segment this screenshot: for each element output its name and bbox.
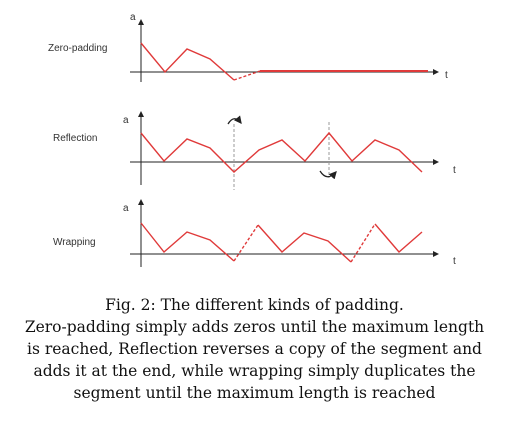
zero-padding-panel: Zero-padding a t [48, 12, 448, 82]
caption-line-5: segment until the maximum length is reac… [73, 384, 436, 402]
wrapping-y-label: a [123, 203, 129, 214]
wrapping-jump-1 [233, 224, 259, 262]
wrapping-label: Wrapping [53, 237, 96, 248]
reflection-signal [140, 131, 423, 173]
reflection-y-label: a [123, 115, 129, 126]
caption-line-2: Zero-padding simply adds zeros until the… [24, 318, 485, 336]
caption-line-1: Fig. 2: The different kinds of padding. [105, 296, 404, 314]
wrapping-x-label: t [453, 256, 456, 267]
reflection-label: Reflection [53, 133, 97, 144]
caption-line-4: adds it at the end, while wrapping simpl… [33, 362, 476, 380]
zero-padding-transition [233, 70, 261, 81]
zero-padding-signal [140, 42, 235, 81]
reflection-flip-icon-bottom [319, 170, 337, 180]
wrapping-signal-1 [140, 222, 235, 262]
zero-padding-x-label: t [445, 70, 448, 81]
wrapping-jump-2 [350, 223, 376, 263]
caption-line-3: is reached, Reflection reverses a copy o… [27, 340, 482, 358]
reflection-x-label: t [453, 165, 456, 176]
reflection-panel: Reflection a t [53, 111, 456, 190]
reflection-flip-icon-top [227, 115, 242, 125]
zero-padding-label: Zero-padding [48, 43, 107, 54]
wrapping-signal-2 [257, 224, 352, 263]
wrapping-panel: Wrapping a t [53, 199, 456, 267]
zero-padding-y-label: a [130, 12, 136, 23]
figure-caption: Fig. 2: The different kinds of padding. … [0, 294, 509, 404]
wrapping-signal-3 [374, 223, 423, 253]
